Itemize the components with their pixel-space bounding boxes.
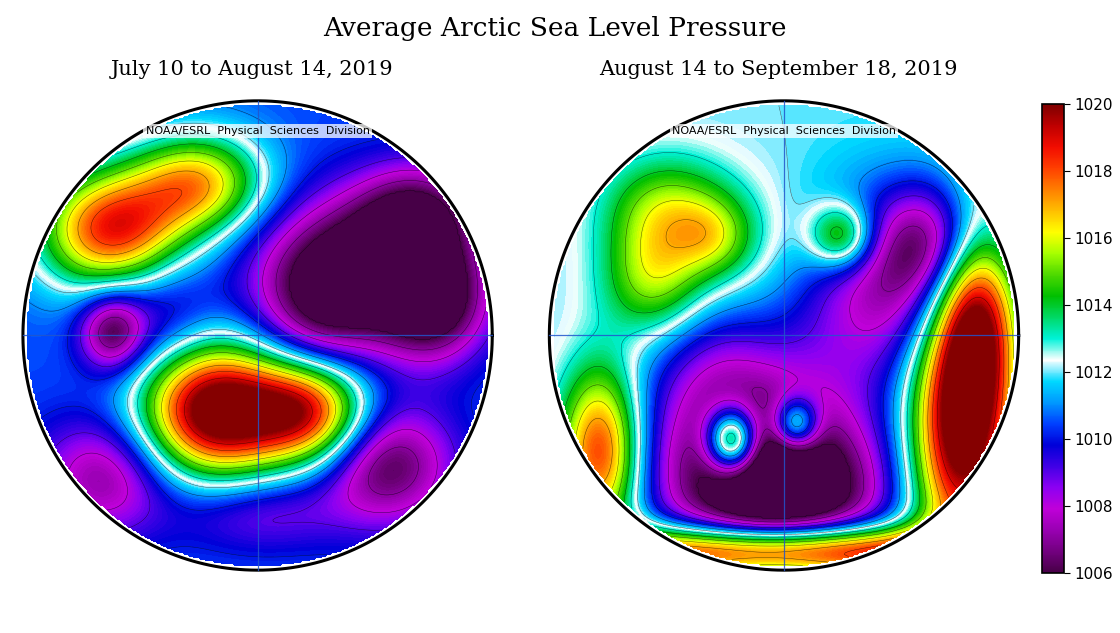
Text: Average Arctic Sea Level Pressure: Average Arctic Sea Level Pressure (323, 16, 786, 41)
Text: July 10 to August 14, 2019: July 10 to August 14, 2019 (111, 60, 393, 79)
Text: August 14 to September 18, 2019: August 14 to September 18, 2019 (599, 60, 958, 79)
Text: NOAA/ESRL  Physical  Sciences  Division: NOAA/ESRL Physical Sciences Division (672, 126, 896, 136)
Text: NOAA/ESRL  Physical  Sciences  Division: NOAA/ESRL Physical Sciences Division (146, 126, 370, 136)
